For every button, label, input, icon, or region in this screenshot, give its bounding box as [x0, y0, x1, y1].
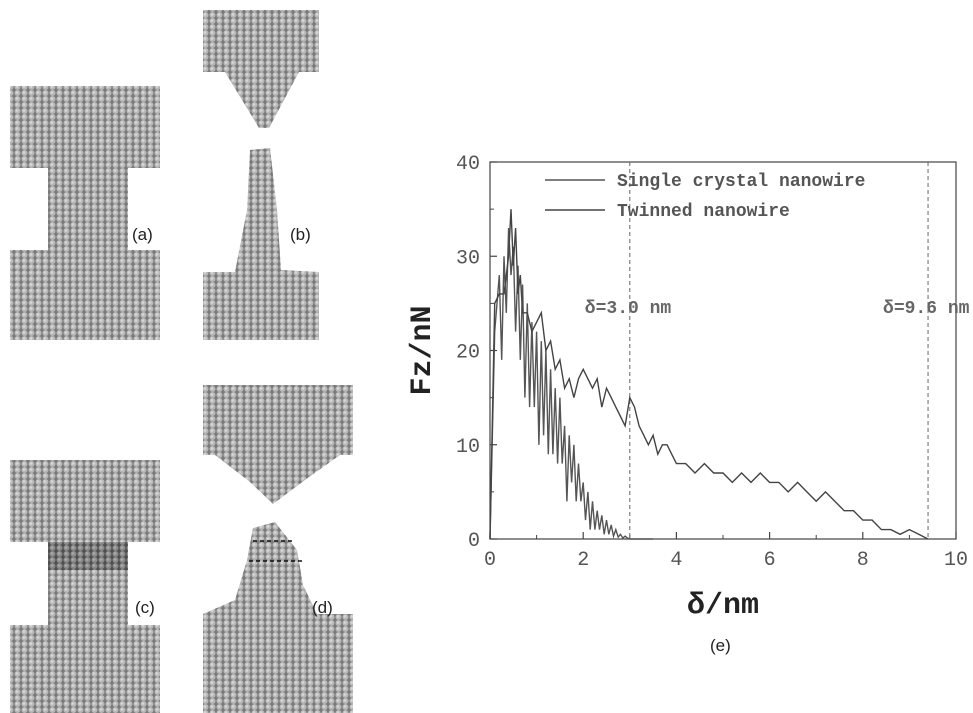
panel-label-d: (d)	[312, 598, 333, 617]
atom-panel-a	[10, 86, 160, 340]
y-axis-label: Fz/nN	[406, 305, 440, 395]
y-tick-label: 30	[456, 247, 480, 270]
series-line	[489, 209, 929, 540]
y-tick-label: 40	[456, 153, 480, 176]
atom-panel-c	[10, 460, 160, 713]
atom-panel-d	[203, 385, 353, 713]
series-line	[489, 227, 654, 540]
atom-panel-b	[203, 10, 319, 340]
x-tick-label: 2	[577, 549, 589, 572]
x-tick-label: 10	[944, 549, 968, 572]
legend-label: Single crystal nanowire	[617, 172, 865, 192]
force-displacement-chart: 0 2 4 6 8 10 0 10 20 30 40 δ=3.0 nm δ=9.6 nm Single c…	[406, 153, 970, 623]
panel-label-e: (e)	[710, 636, 731, 655]
x-tick-label: 4	[670, 549, 682, 572]
x-axis-label: δ/nm	[687, 589, 759, 623]
y-tick-label: 10	[456, 436, 480, 459]
panel-label-c: (c)	[135, 598, 155, 617]
panel-label-b: (b)	[290, 225, 311, 244]
reference-line-label: δ=3.0 nm	[585, 299, 672, 319]
x-tick-label: 8	[857, 549, 869, 572]
panel-label-a: (a)	[132, 225, 153, 244]
y-tick-label: 0	[468, 530, 480, 553]
y-tick-label: 20	[456, 342, 480, 365]
x-tick-label: 0	[484, 549, 496, 572]
reference-line-label: δ=9.6 nm	[883, 299, 970, 319]
legend-label: Twinned nanowire	[617, 202, 790, 222]
x-tick-label: 6	[764, 549, 776, 572]
